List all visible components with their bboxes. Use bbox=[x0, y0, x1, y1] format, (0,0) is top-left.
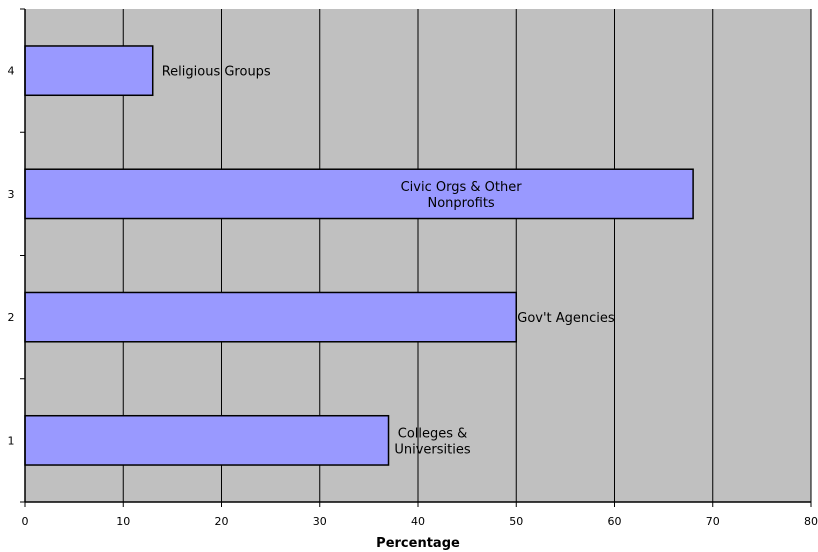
data-labels: Colleges & Universities Gov't Agencies Civi… bbox=[162, 65, 615, 458]
y-tick-label-3: 3 bbox=[8, 188, 15, 201]
data-label-line: Nonprofits bbox=[427, 196, 494, 211]
y-tick-label-4: 4 bbox=[8, 65, 15, 78]
data-label-line: Religious Groups bbox=[162, 65, 271, 80]
bar-2 bbox=[24, 291, 517, 343]
data-label-line: Colleges & bbox=[398, 426, 468, 441]
bar-1 bbox=[24, 414, 390, 466]
data-label-1: Colleges & Universities bbox=[394, 426, 470, 457]
x-tick-label-40: 40 bbox=[411, 515, 425, 528]
y-tick-label-1: 1 bbox=[8, 434, 15, 447]
data-label-line: Universities bbox=[394, 442, 470, 457]
x-tick-label-60: 60 bbox=[608, 515, 622, 528]
x-tick-label-0: 0 bbox=[22, 515, 29, 528]
data-label-line: Civic Orgs & Other bbox=[401, 180, 523, 195]
data-label-2: Gov't Agencies bbox=[517, 311, 615, 326]
x-tick-label-50: 50 bbox=[509, 515, 523, 528]
bar-4 bbox=[24, 45, 154, 97]
axes bbox=[20, 8, 812, 507]
y-tick-label-2: 2 bbox=[8, 311, 15, 324]
x-tick-label-70: 70 bbox=[706, 515, 720, 528]
x-axis-title: Percentage bbox=[376, 536, 460, 551]
x-tick-label-10: 10 bbox=[116, 515, 130, 528]
x-tick-label-30: 30 bbox=[313, 515, 327, 528]
data-label-4: Religious Groups bbox=[162, 65, 271, 80]
x-tick-label-20: 20 bbox=[215, 515, 229, 528]
bar-3 bbox=[24, 168, 694, 220]
data-label-3: Civic Orgs & Other Nonprofits bbox=[401, 180, 523, 211]
x-tick-label-80: 80 bbox=[804, 515, 818, 528]
data-label-line: Gov't Agencies bbox=[517, 311, 615, 326]
